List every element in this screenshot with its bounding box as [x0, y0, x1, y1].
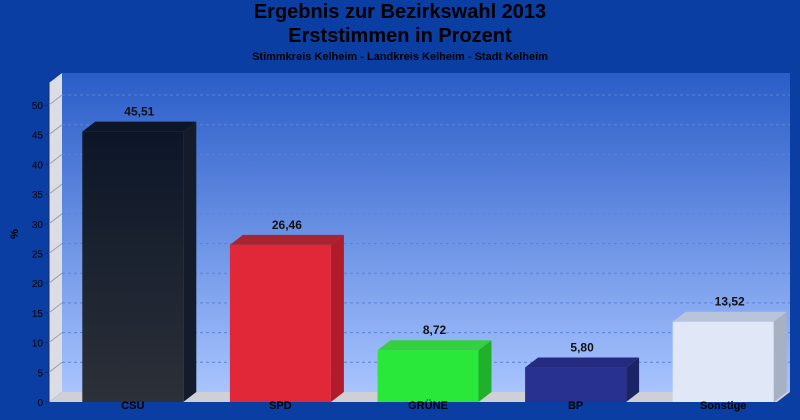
bar-top	[672, 311, 787, 322]
gridline-wall	[48, 243, 63, 254]
data-label: 45,51	[124, 105, 154, 119]
gridline-wall	[48, 332, 63, 343]
bar-side	[183, 121, 197, 403]
plot-left-wall	[49, 73, 62, 402]
gridline-wall	[48, 302, 63, 314]
x-tick-label: BP	[568, 400, 583, 412]
data-label: 13,52	[715, 295, 745, 309]
gridline-wall	[48, 213, 63, 225]
bar-side	[626, 357, 640, 402]
bar-side	[773, 311, 787, 402]
data-label: 8,72	[423, 323, 447, 337]
gridline-wall	[48, 272, 63, 284]
y-axis-label: %	[8, 229, 21, 239]
y-tick-label: 15	[32, 309, 44, 320]
y-tick-label: 10	[32, 339, 44, 350]
y-tick-label: 5	[37, 368, 43, 379]
bar-side	[330, 234, 344, 402]
x-tick-label: SPD	[269, 400, 292, 412]
y-tick-label: 35	[32, 190, 44, 201]
bar-csu	[82, 131, 184, 402]
bar-top	[229, 234, 344, 245]
bar-side	[478, 340, 492, 402]
gridline-wall	[48, 94, 63, 106]
gridline-wall	[48, 154, 63, 165]
gridline-wall	[48, 124, 63, 136]
chart-title-block: Ergebnis zur Bezirkswahl 2013 Erststimme…	[0, 0, 800, 64]
chart-title: Ergebnis zur Bezirkswahl 2013	[253, 1, 547, 23]
data-label: 5,80	[570, 341, 594, 355]
gridline-wall	[48, 183, 63, 195]
y-tick-label: 50	[32, 101, 44, 112]
bar-bp	[525, 367, 627, 402]
y-tick-label: 45	[32, 131, 44, 142]
y-tick-label: 30	[32, 220, 44, 231]
gridline-wall	[48, 361, 63, 373]
y-tick-label: 40	[32, 160, 44, 171]
chart-subtitle: Stimmkreis Kelheim - Landkreis Kelheim -…	[252, 51, 548, 63]
bar-sonstige	[672, 321, 774, 402]
bar-spd	[229, 244, 331, 402]
bar-top	[377, 340, 492, 351]
bar-top	[525, 357, 640, 368]
x-tick-label: CSU	[121, 400, 144, 412]
y-tick-label: 0	[37, 398, 43, 409]
data-label: 26,46	[272, 218, 302, 232]
chart-title-line-2: Erststimmen in Prozent	[288, 25, 512, 47]
y-tick-label: 20	[32, 279, 44, 290]
x-tick-label: Sonstige	[700, 400, 746, 412]
bar-top	[82, 121, 197, 132]
y-tick-label: 25	[32, 250, 44, 261]
x-tick-label: GRÜNE	[408, 399, 448, 412]
bar-grüne	[377, 350, 479, 402]
